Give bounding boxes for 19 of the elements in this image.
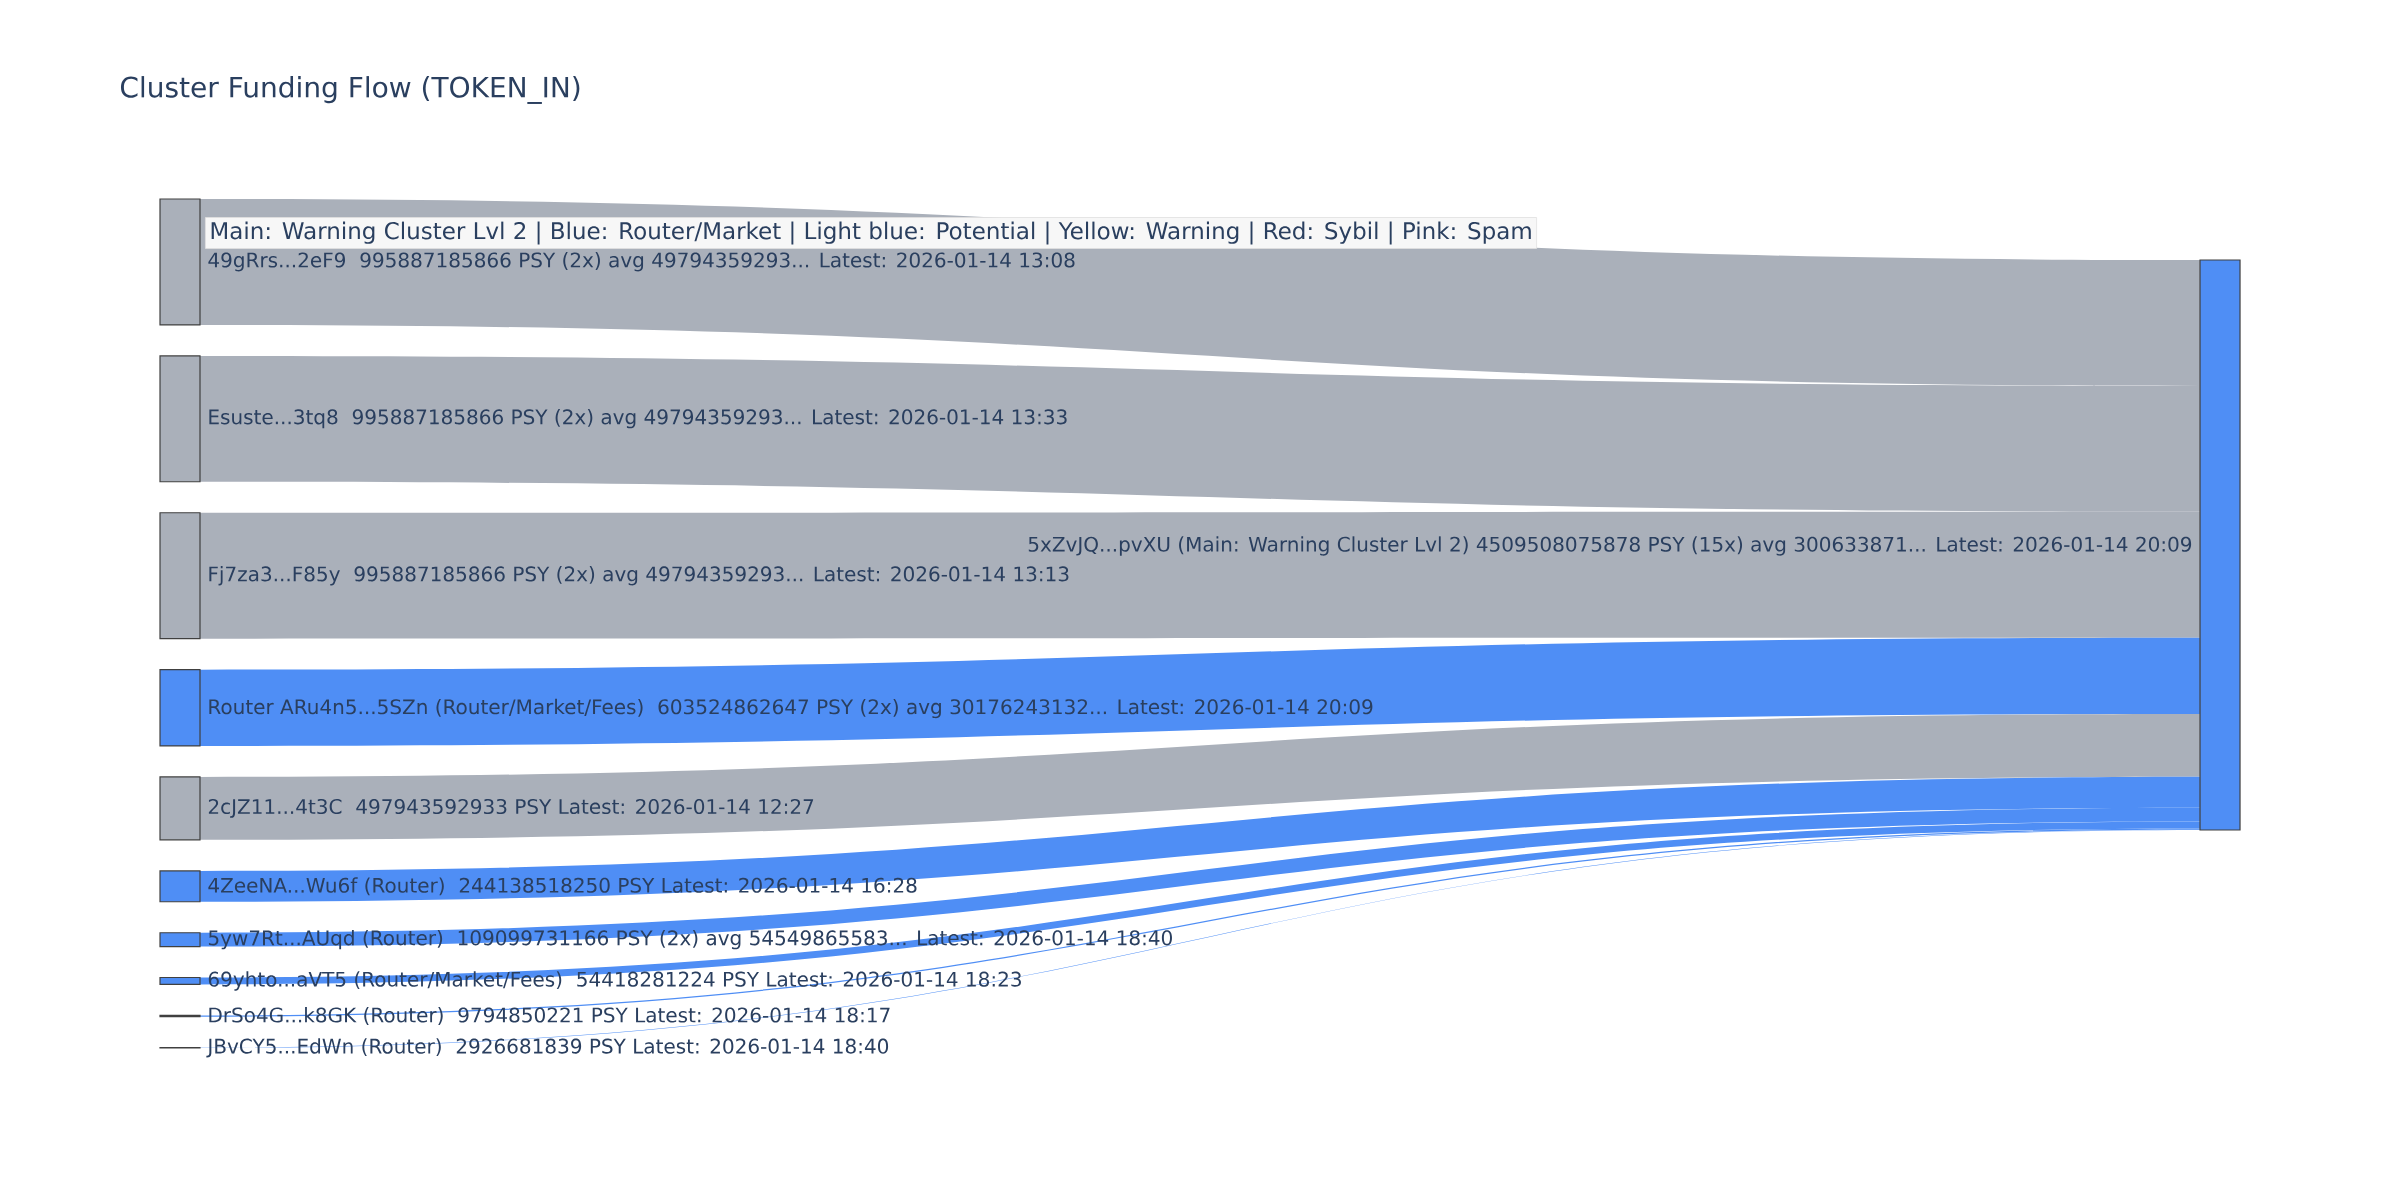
category-label: 49gRrs...2eF9 [208,252,345,272]
text: Cluster Funding Flow (TOKEN_IN) [120,76,580,104]
data-label: 995887185866 PSY (2x) avg 49794359293... Latest: 2026-01-14 13:33 [352,408,1067,429]
data-label: 54418281224 PSY Latest: 2026-01-14 18:23 [577,971,1021,987]
data-label: 497943592933 PSY Latest: 2026-01-14 12:27 [356,798,814,815]
data-label: 9794850221 PSY Latest: 2026-01-14 18:17 [458,1007,890,1023]
text: 5xZvJQ...pvXU (Main: Warning Cluster Lvl 2) 4509508075878 PSY (15x) avg 300633871... Latest: 2026-01-14 20:09 [1028,536,2192,556]
data-label: 2926681839 PSY Latest: 2026-01-14 18:40 [456,1038,889,1054]
category-label: Router ARu4n5...5SZn (Router/Market/Fees) [209,698,643,717]
data-label: 603524862647 PSY (2x) avg 30176243132... Latest: 2026-01-14 20:09 [658,698,1373,719]
category-label: Fj7za3...F85y [209,566,340,586]
text: Main: Warning Cluster Lvl 2 | Blue: Router/Market | Light blue: Potential | Yellow: Warning | Red: Sybil | Pink: Spam [211,221,1531,245]
data-label: 995887185866 PSY (2x) avg 49794359293... Latest: 2026-01-14 13:13 [354,566,1069,586]
category-label: 5yw7Rt...AUqd (Router) [208,929,443,950]
category-label: JBvCY5...EdWn (Router) [206,1038,441,1058]
category-label: 2cJZ11...4t3C [208,798,342,818]
category-label: Esuste...3tq8 [209,409,338,429]
category-label: 4ZeeNA...Wu6f (Router) [208,877,444,896]
data-label: 995887185866 PSY (2x) avg 49794359293... Latest: 2026-01-14 13:08 [360,252,1075,272]
